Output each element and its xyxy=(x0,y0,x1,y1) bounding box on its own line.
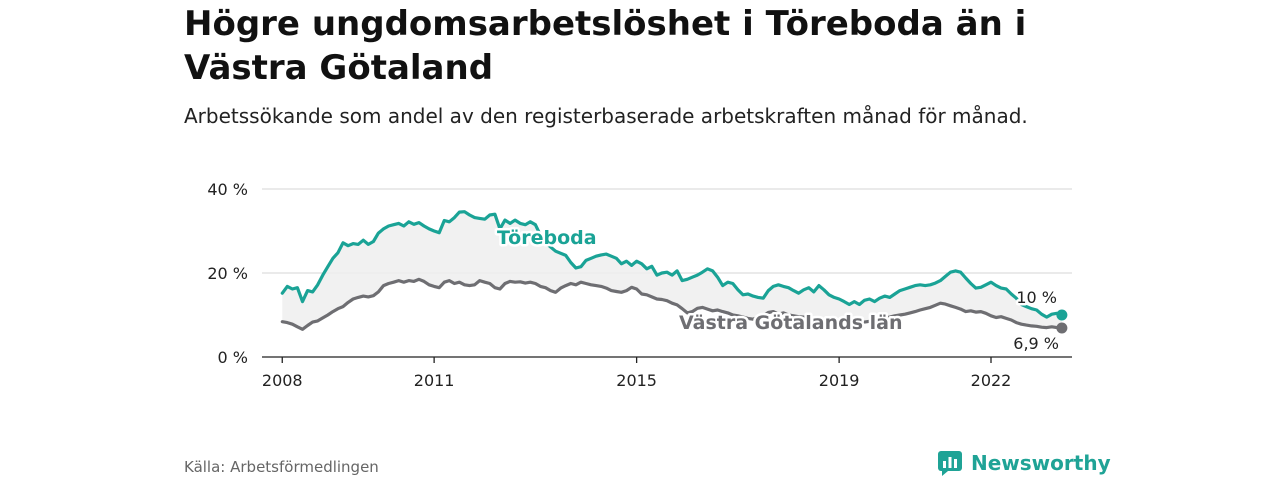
series-end-dot xyxy=(1056,309,1068,321)
end-label-vastra-gotaland: 6,9 % xyxy=(1013,334,1059,353)
series-label-vastra-gotaland: Västra Götalands län xyxy=(679,312,902,334)
chart-subtitle: Arbetssökande som andel av den registerb… xyxy=(184,104,1028,128)
series-line xyxy=(280,210,1064,319)
brand-logo: Newsworthy xyxy=(937,449,1111,477)
source-note: Källa: Arbetsförmedlingen xyxy=(184,458,379,476)
series-lines xyxy=(280,210,1068,334)
end-label-toreboda: 10 % xyxy=(1016,288,1057,307)
difference-band xyxy=(282,211,1062,330)
line-chart: 0 % 20 % 40 % 2008 2011 2015 2019 2022 Törebod… xyxy=(207,180,1072,390)
x-tick-label: 2008 xyxy=(262,371,303,390)
x-axis: 2008 2011 2015 2019 2022 xyxy=(262,356,1072,390)
series-labels: Töreboda Västra Götalands län 10 % 6,9 % xyxy=(495,225,1062,356)
x-tick-label: 2015 xyxy=(616,371,657,390)
y-tick-label: 0 % xyxy=(218,348,248,367)
y-tick-label: 40 % xyxy=(207,180,248,199)
x-tick-label: 2022 xyxy=(971,371,1012,390)
series-end-dot xyxy=(1056,322,1068,334)
x-tick-label: 2019 xyxy=(819,371,860,390)
x-tick-label: 2011 xyxy=(414,371,455,390)
series-line xyxy=(280,277,1064,331)
y-tick-label: 20 % xyxy=(207,264,248,283)
chart-title: Högre ungdomsarbetslöshet i Töreboda än … xyxy=(184,4,1027,88)
series-label-toreboda: Töreboda xyxy=(497,227,597,249)
newsworthy-logo-icon xyxy=(938,451,962,476)
brand-name: Newsworthy xyxy=(971,451,1111,475)
